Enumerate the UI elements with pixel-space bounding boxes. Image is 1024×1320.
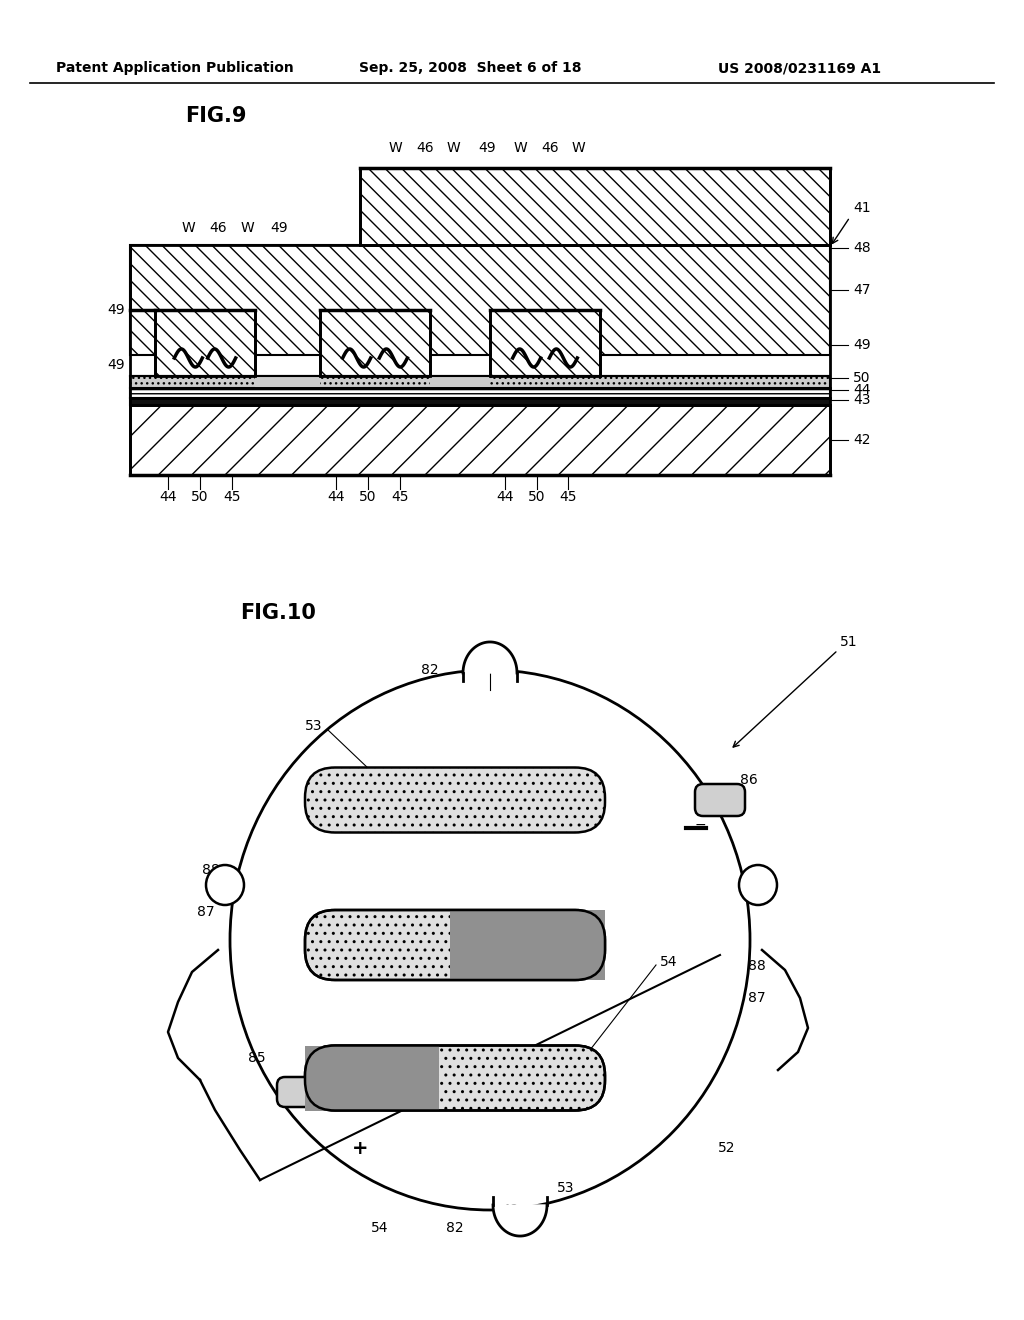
Text: FIG.10: FIG.10	[240, 603, 315, 623]
Text: 52: 52	[718, 1140, 735, 1155]
FancyBboxPatch shape	[305, 909, 605, 979]
Text: 53: 53	[304, 719, 322, 733]
FancyBboxPatch shape	[278, 1077, 319, 1107]
Text: 49: 49	[853, 338, 870, 352]
Text: 41: 41	[853, 201, 870, 215]
Bar	[319, 310, 430, 376]
Text: 44: 44	[853, 383, 870, 397]
Text: 44: 44	[328, 490, 345, 504]
Text: W: W	[181, 220, 195, 235]
Text: 42: 42	[853, 433, 870, 447]
Text: 85: 85	[248, 1051, 265, 1065]
Text: 82: 82	[421, 663, 439, 677]
Text: 53: 53	[481, 642, 499, 655]
Text: 87: 87	[198, 906, 215, 919]
Ellipse shape	[230, 671, 750, 1210]
Text: 45: 45	[391, 490, 409, 504]
Text: 46: 46	[542, 141, 559, 154]
Text: 48: 48	[853, 242, 870, 255]
Text: FIG.9: FIG.9	[185, 106, 247, 125]
Text: 51: 51	[840, 635, 858, 649]
Bar	[305, 1045, 439, 1110]
Text: 49: 49	[108, 358, 125, 372]
Text: 46: 46	[209, 220, 226, 235]
Text: W: W	[240, 220, 254, 235]
Text: 46: 46	[416, 141, 434, 154]
Text: Sep. 25, 2008  Sheet 6 of 18: Sep. 25, 2008 Sheet 6 of 18	[358, 61, 582, 75]
Bar	[130, 388, 830, 399]
Bar	[130, 399, 830, 405]
Text: 50: 50	[191, 490, 209, 504]
Text: 44: 44	[497, 490, 514, 504]
Text: US 2008/0231169 A1: US 2008/0231169 A1	[719, 61, 882, 75]
Bar	[155, 310, 255, 376]
Bar	[430, 376, 490, 388]
Bar	[450, 909, 605, 979]
Bar	[255, 376, 319, 388]
Text: Patent Application Publication: Patent Application Publication	[56, 61, 294, 75]
Polygon shape	[493, 1205, 547, 1236]
Text: 47: 47	[853, 282, 870, 297]
Bar	[130, 246, 830, 355]
Text: 49: 49	[270, 220, 288, 235]
FancyBboxPatch shape	[305, 1045, 605, 1110]
Text: 50: 50	[359, 490, 377, 504]
Text: 45: 45	[559, 490, 577, 504]
Text: 54: 54	[372, 1221, 389, 1236]
Text: 54: 54	[660, 954, 678, 969]
Text: 88: 88	[748, 960, 766, 973]
Text: 49: 49	[501, 1203, 519, 1217]
Text: 53: 53	[557, 1181, 574, 1195]
Text: 87: 87	[748, 991, 766, 1005]
Text: 43: 43	[853, 393, 870, 407]
Text: +: +	[352, 1138, 369, 1158]
Bar	[360, 168, 830, 246]
Ellipse shape	[206, 865, 244, 906]
Bar	[130, 376, 830, 388]
Polygon shape	[463, 642, 517, 673]
Ellipse shape	[739, 865, 777, 906]
Text: 50: 50	[528, 490, 546, 504]
FancyBboxPatch shape	[695, 784, 745, 816]
Bar	[490, 310, 600, 376]
Text: W: W	[513, 141, 527, 154]
Text: W: W	[446, 141, 460, 154]
Text: 45: 45	[223, 490, 241, 504]
Text: 44: 44	[160, 490, 177, 504]
Text: 86: 86	[740, 774, 758, 787]
Text: 50: 50	[853, 371, 870, 385]
Text: 82: 82	[446, 1221, 464, 1236]
FancyBboxPatch shape	[305, 767, 605, 833]
Text: 49: 49	[108, 304, 125, 317]
Text: 88: 88	[203, 863, 220, 876]
Text: W: W	[388, 141, 401, 154]
Text: W: W	[571, 141, 585, 154]
Bar	[130, 405, 830, 475]
Text: 49: 49	[478, 141, 496, 154]
Text: −: −	[694, 818, 706, 832]
